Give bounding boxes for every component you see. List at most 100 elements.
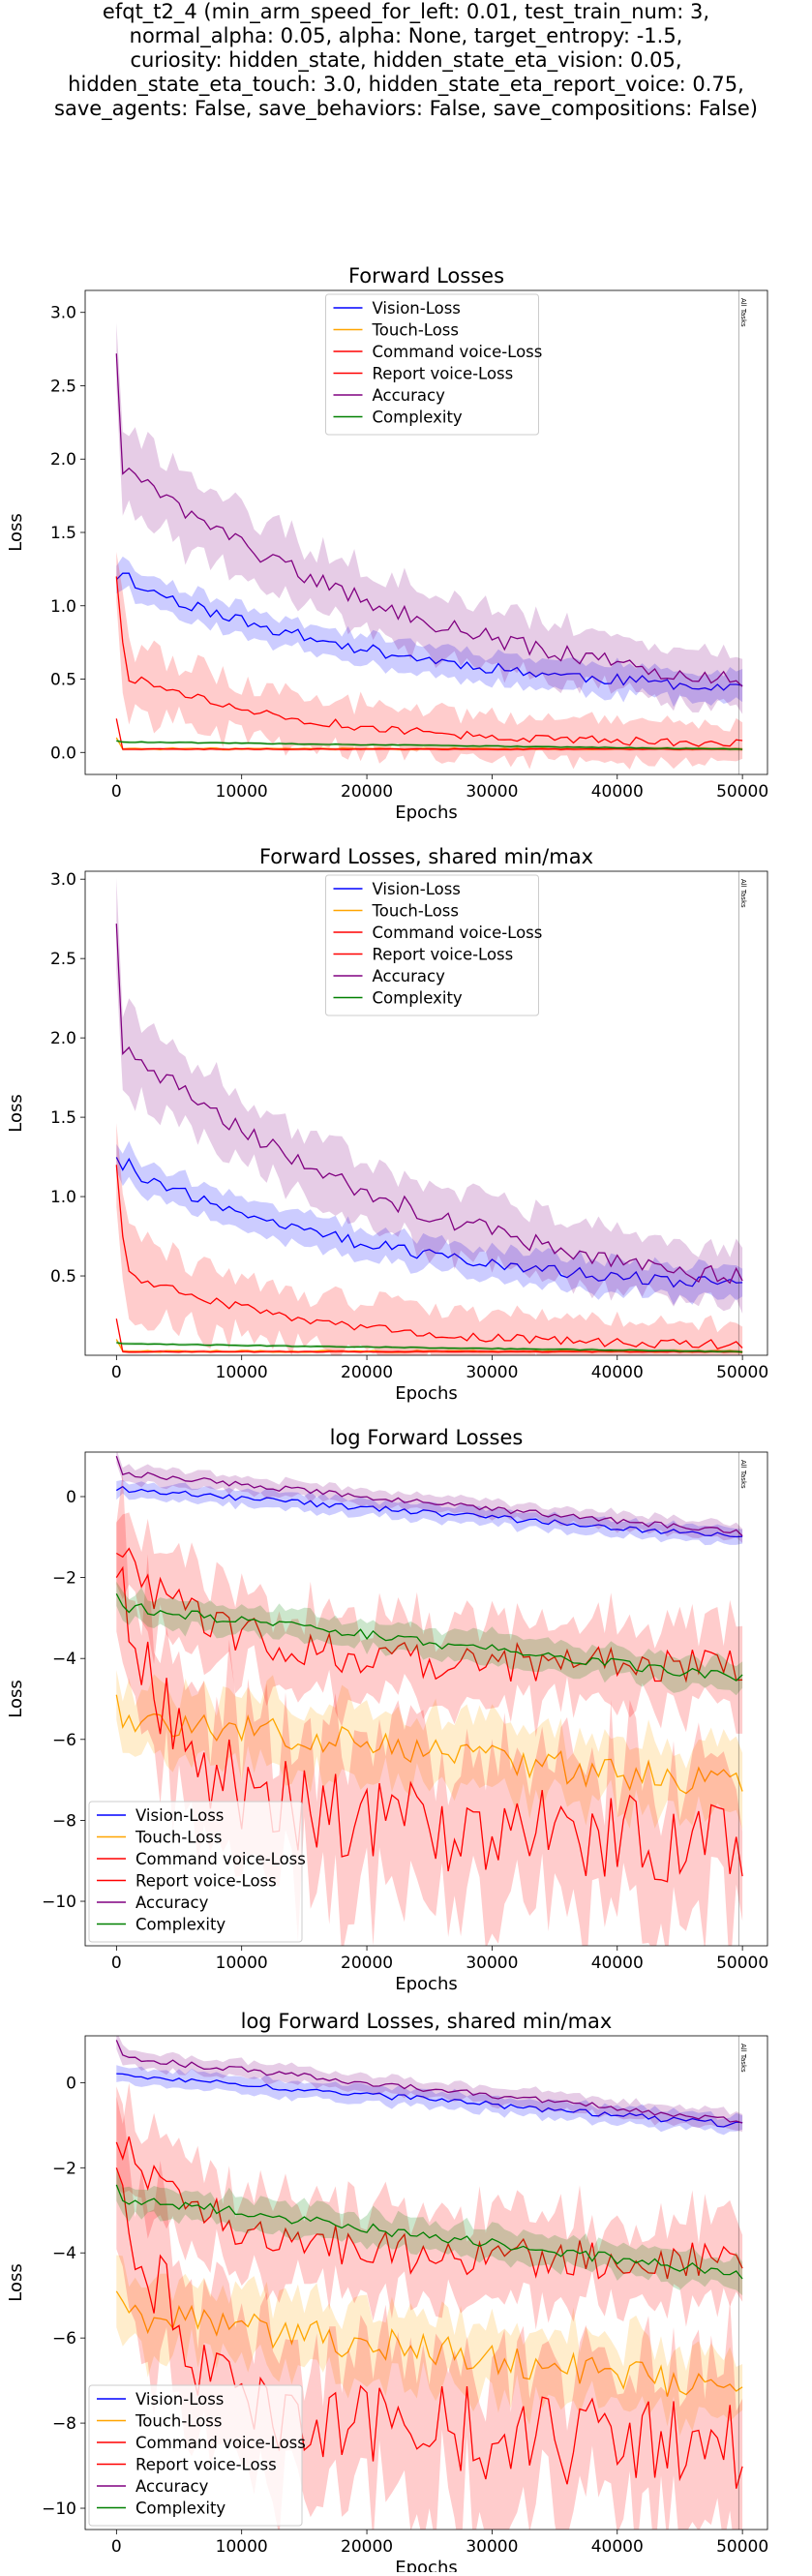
vision-legend-label: Vision-Loss (373, 880, 461, 898)
x-tick-label: 40000 (591, 1363, 644, 1382)
complexity-line (116, 1342, 743, 1353)
touch-legend-label: Touch-Loss (135, 2412, 223, 2431)
legend: Vision-Loss Touch-Loss Command voice-Loss R… (325, 293, 543, 436)
report-legend-label: Report voice-Loss (373, 365, 514, 383)
y-tick-label: −10 (42, 2500, 76, 2519)
y-tick-label: −4 (52, 2244, 76, 2263)
x-tick-label: 10000 (216, 1954, 268, 1973)
chart-title: Forward Losses, shared min/max (259, 845, 593, 868)
figure-title-line: efqt_t2_4 (min_arm_speed_for_left: 0.01,… (102, 0, 710, 23)
y-tick-label: 0.0 (50, 743, 76, 763)
plot-frame (84, 870, 768, 1356)
vision-line (115, 572, 743, 691)
vision-line (115, 1485, 743, 1538)
command-band (116, 1123, 743, 1355)
y-tick-label: −8 (52, 2414, 76, 2434)
touch-legend-label: Touch-Loss (372, 902, 460, 921)
y-tick-label: 3.0 (50, 304, 76, 323)
y-tick-label: −6 (52, 1731, 76, 1750)
x-tick-label: 0 (111, 782, 122, 802)
x-tick-label: 10000 (216, 2537, 268, 2557)
x-tick-label: 20000 (341, 2537, 393, 2557)
y-tick-label: 0 (66, 1488, 76, 1507)
y-tick-label: −8 (52, 1811, 76, 1831)
vision-legend-label: Vision-Loss (373, 299, 461, 318)
legend-box (88, 2384, 303, 2527)
report-line (115, 1565, 743, 1883)
x-tick-label: 40000 (591, 2537, 644, 2557)
forward-losses-shared-chart: Forward Losses, shared min/max All Tasks 0… (6, 845, 768, 1404)
accuracy-band (116, 322, 743, 714)
figure-title: efqt_t2_4 (min_arm_speed_for_left: 0.01,… (0, 0, 812, 121)
vision-legend-label: Vision-Loss (135, 2390, 224, 2409)
vision-band (116, 1140, 743, 1306)
x-axis-label: Epochs (395, 1383, 458, 1404)
y-tick-label: 3.0 (50, 870, 76, 890)
figure-title-line: hidden_state_eta_touch: 3.0, hidden_stat… (68, 73, 744, 96)
plot-frame (84, 2035, 768, 2531)
log-forward-losses-shared-panel: log Forward Losses, shared min/max All Ta… (0, 2007, 812, 2576)
accuracy-line (115, 924, 743, 1285)
command-legend-label: Command voice-Loss (135, 1850, 306, 1868)
complexity-line (115, 2184, 743, 2280)
complexity-band (116, 1341, 743, 1354)
x-tick-label: 40000 (591, 782, 644, 802)
y-tick-label: −2 (52, 1569, 76, 1589)
log-forward-losses-shared-chart: log Forward Losses, shared min/max All Ta… (6, 2010, 768, 2576)
chart-title: Forward Losses (348, 264, 504, 288)
y-tick-label: 2.5 (50, 950, 76, 969)
y-tick-label: −6 (52, 2329, 76, 2349)
accuracy-legend-label: Accuracy (373, 386, 446, 405)
x-tick-label: 50000 (716, 2537, 768, 2557)
accuracy-band (116, 1452, 743, 1543)
touch-band (116, 2255, 743, 2437)
task-boundary-label: All Tasks (739, 879, 747, 908)
accuracy-band (116, 878, 743, 1314)
complexity-band (116, 2168, 743, 2296)
x-tick-label: 30000 (466, 782, 518, 802)
complexity-band (116, 1581, 743, 1696)
x-tick-label: 0 (111, 2537, 122, 2557)
legend: Vision-Loss Touch-Loss Command voice-Loss R… (88, 2384, 306, 2527)
report-legend-label: Report voice-Loss (135, 1872, 277, 1891)
y-axis-label: Loss (6, 1680, 26, 1717)
figure-title-line: save_agents: False, save_behaviors: Fals… (54, 97, 758, 120)
y-tick-label: 1.5 (50, 1108, 76, 1128)
forward-losses-chart: Forward Losses All Tasks 0 10000 20000 30000 4… (6, 264, 768, 823)
report-legend-label: Report voice-Loss (135, 2456, 277, 2474)
y-tick-label: 2.0 (50, 1029, 76, 1048)
x-tick-label: 20000 (341, 782, 393, 802)
touch-line (115, 1694, 743, 1795)
complexity-line (115, 1593, 743, 1682)
x-tick-label: 50000 (716, 782, 768, 802)
accuracy-line (115, 353, 743, 687)
touch-legend-label: Touch-Loss (372, 321, 460, 340)
x-axis-label: Epochs (395, 803, 458, 823)
command-line (115, 1165, 743, 1349)
x-tick-label: 50000 (716, 1363, 768, 1382)
y-tick-label: 1.0 (50, 1188, 76, 1207)
y-tick-label: 0 (66, 2074, 76, 2093)
figure-title-line: curiosity: hidden_state, hidden_state_et… (130, 48, 682, 72)
task-boundary-label: All Tasks (739, 1460, 747, 1489)
vision-line (116, 2073, 743, 2128)
command-legend-label: Command voice-Loss (135, 2434, 306, 2452)
report-line (115, 2167, 743, 2489)
report-legend-label: Report voice-Loss (373, 946, 514, 964)
legend: Vision-Loss Touch-Loss Command voice-Loss R… (325, 874, 542, 1016)
x-axis-label: Epochs (395, 2558, 458, 2572)
y-tick-label: 1.0 (50, 597, 76, 617)
series-group (115, 322, 743, 770)
log-forward-losses-chart: log Forward Losses All Tasks 0 10000 20000 30… (6, 1426, 768, 1994)
forward-losses-shared-panel: Forward Losses, shared min/max All Tasks 0… (0, 842, 812, 1423)
chart-title: log Forward Losses (330, 1426, 524, 1449)
vision-line (115, 1157, 743, 1288)
x-axis-label: Epochs (395, 1974, 458, 1994)
command-legend-label: Command voice-Loss (373, 343, 543, 361)
y-tick-label: −10 (42, 1893, 76, 1912)
vision-band (116, 1479, 743, 1546)
command-line (115, 1547, 743, 1683)
x-tick-label: 40000 (591, 1954, 644, 1973)
legend-box (325, 874, 539, 1016)
accuracy-line (115, 1455, 743, 1537)
